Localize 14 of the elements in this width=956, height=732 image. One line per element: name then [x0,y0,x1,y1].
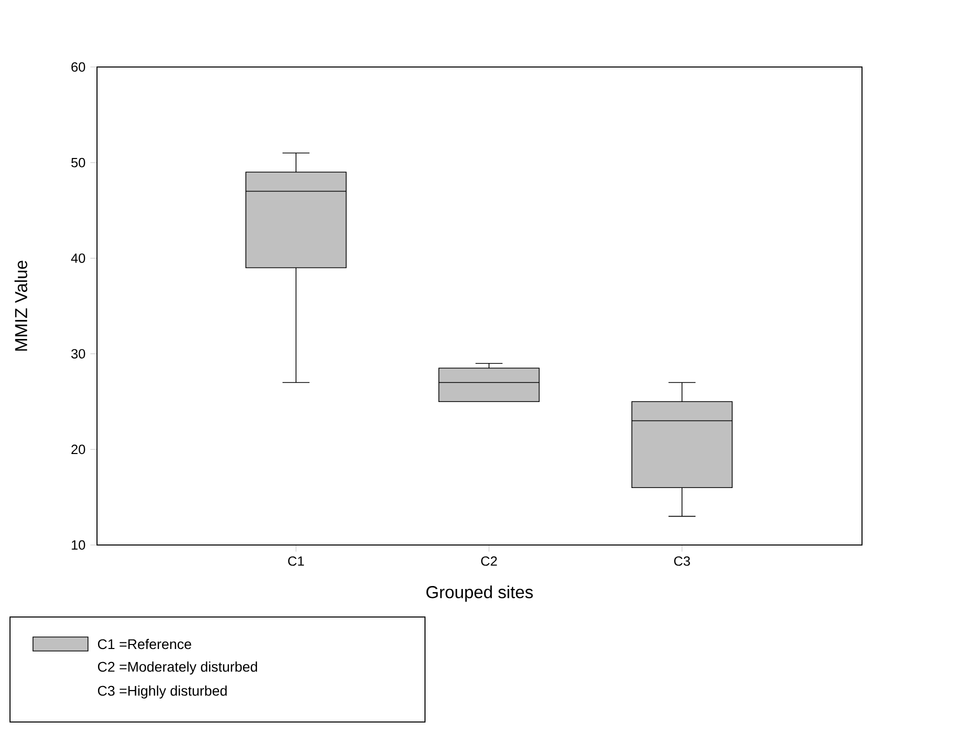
y-tick-label: 40 [71,253,86,263]
x-tick-label: C3 [674,556,690,566]
x-axis-title: Grouped sites [426,586,533,602]
x-tick-label: C1 [288,556,304,566]
legend-label: C1 =Reference [98,638,192,650]
text: C3 =Highly disturbed [98,685,227,699]
text: C2 =Moderately disturbed [98,661,258,675]
y-axis-title: MMIZ Value [14,260,28,351]
y-tick-label: 60 [71,62,86,72]
y-tick-label: 10 [72,540,86,550]
y-tick-label: 50 [71,158,86,168]
y-tick-label: 30 [71,349,86,359]
y-tick-label: 20 [71,444,86,454]
x-tick-label: C2 [481,556,497,566]
